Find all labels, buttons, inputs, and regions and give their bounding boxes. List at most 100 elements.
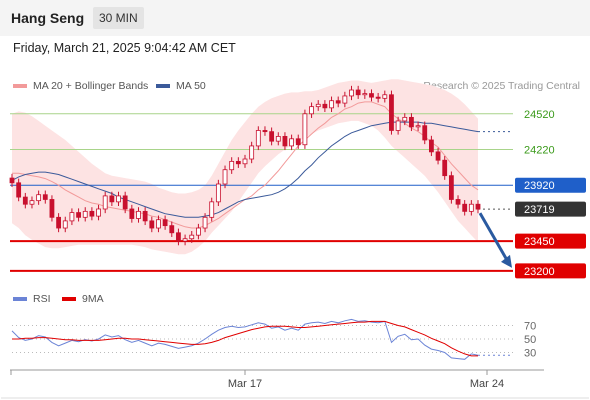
candle-body <box>282 136 288 147</box>
candle-body <box>415 125 421 128</box>
candle-body <box>462 203 468 212</box>
candle-body <box>315 103 321 108</box>
x-tick-label: Mar 17 <box>228 378 262 390</box>
rsi-tick-50: 50 <box>524 334 536 346</box>
candle-body <box>222 169 228 185</box>
candle-body <box>342 95 348 104</box>
interval-selector[interactable]: 30 MIN <box>93 7 144 29</box>
candle-body <box>402 116 408 122</box>
candle-body <box>149 220 155 229</box>
candle-body <box>136 210 141 219</box>
level-box-23450 <box>515 233 586 249</box>
rsi-tick-30: 30 <box>524 348 536 360</box>
candle-body <box>335 100 341 104</box>
candle-body <box>89 210 95 217</box>
level-label-24220: 24220 <box>524 144 555 156</box>
candle-body <box>182 238 188 242</box>
candle-body <box>289 138 295 147</box>
candle-body <box>322 103 328 109</box>
candle-body <box>349 89 354 97</box>
candle-body <box>455 199 461 205</box>
legend-ma20: MA 20 + Bollinger Bands <box>13 80 148 92</box>
candle-body <box>9 177 15 184</box>
level-label-24520: 24520 <box>524 109 555 121</box>
candle-body <box>355 89 361 96</box>
candle-body <box>156 219 161 229</box>
legend-rsi: RSI <box>13 293 51 305</box>
timestamp: Friday, March 21, 2025 9:04:42 AM CET <box>13 41 236 55</box>
instrument-title: Hang Seng <box>11 10 85 26</box>
level-label-23920: 23920 <box>524 180 555 192</box>
x-tick-label: Mar 24 <box>470 378 504 390</box>
candle-body <box>195 227 201 236</box>
candle-body <box>29 200 35 205</box>
candle-body <box>422 125 428 141</box>
candle-body <box>468 203 474 212</box>
candle-body <box>395 120 401 131</box>
level-box-23719 <box>515 201 586 217</box>
candle-body <box>229 160 235 171</box>
candle-body <box>102 195 108 210</box>
legend-rsi-ma: 9MA <box>62 293 104 305</box>
candle-body <box>435 151 441 161</box>
candle-body <box>69 212 75 222</box>
candle-body <box>442 159 448 177</box>
candle-body <box>36 194 42 202</box>
candle-body <box>109 195 115 203</box>
candle-body <box>369 93 374 98</box>
candle-body <box>242 158 248 165</box>
candle-body <box>49 199 55 218</box>
candle-body <box>42 194 48 200</box>
candle-body <box>428 139 434 153</box>
rsi-ma-line <box>12 320 478 357</box>
candle-body <box>275 136 281 142</box>
candle-body <box>249 145 255 160</box>
level-label-23450: 23450 <box>524 236 555 248</box>
candle-body <box>176 232 181 242</box>
candle-body <box>209 201 215 218</box>
candle-body <box>22 196 28 205</box>
ma20-swatch <box>13 84 27 88</box>
level-box-23200 <box>515 263 586 279</box>
projection-arrowhead <box>501 254 512 268</box>
rsi-tick-70: 70 <box>524 321 536 333</box>
candle-body <box>96 208 101 217</box>
legend-rsi-label: RSI <box>33 293 51 305</box>
candle-body <box>162 219 168 227</box>
candle-body <box>129 208 135 219</box>
candle-body <box>62 220 68 229</box>
candle-body <box>255 130 261 147</box>
candle-body <box>448 175 454 200</box>
candle-body <box>309 106 314 115</box>
ma50-swatch <box>156 84 170 88</box>
candle-body <box>235 160 241 165</box>
level-label-23200: 23200 <box>524 266 555 278</box>
candle-body <box>269 131 275 142</box>
candle-body <box>382 94 388 99</box>
candle-body <box>76 212 81 218</box>
candle-body <box>362 93 368 96</box>
candle-body <box>142 210 148 222</box>
rsi-swatch <box>13 297 27 301</box>
candle-body <box>189 234 195 240</box>
candle-body <box>16 182 22 198</box>
candle-body <box>56 216 61 229</box>
candle-body <box>389 94 394 131</box>
candle-body <box>295 138 301 146</box>
rsi-ma-swatch <box>62 297 76 301</box>
legend-ma50: MA 50 <box>156 80 206 92</box>
candle-body <box>262 130 268 133</box>
candle-body <box>202 216 208 229</box>
credit-text: Research © 2025 Trading Central <box>423 80 580 92</box>
candle-body <box>375 96 381 99</box>
candle-body <box>409 116 414 128</box>
legend-rsi-ma-label: 9MA <box>82 293 104 305</box>
candle-body <box>116 195 121 203</box>
candle-body <box>329 100 334 109</box>
legend-ma50-label: MA 50 <box>176 80 206 92</box>
candle-body <box>475 203 481 210</box>
candle-body <box>82 210 88 218</box>
candle-body <box>122 195 128 210</box>
projection-arrow <box>478 212 510 263</box>
